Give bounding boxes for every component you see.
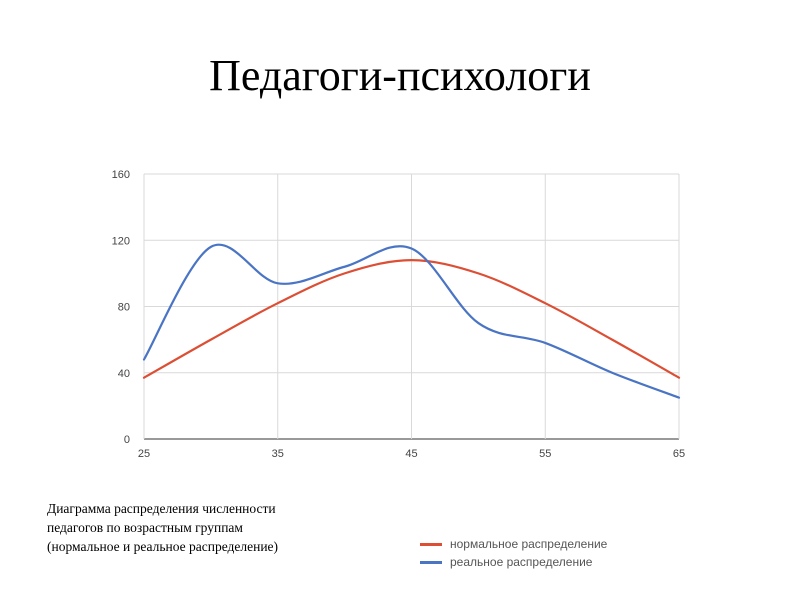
legend-item-normal: нормальное распределение bbox=[420, 535, 607, 553]
x-tick-label: 55 bbox=[539, 448, 551, 460]
grid-lines bbox=[143, 173, 680, 440]
x-tick-label: 25 bbox=[138, 448, 150, 460]
x-tick-label: 45 bbox=[405, 448, 417, 460]
y-tick-label: 120 bbox=[112, 235, 130, 247]
caption-line: педагогов по возрастным группам bbox=[47, 520, 243, 535]
x-tick-label: 35 bbox=[272, 448, 284, 460]
x-tick-label: 65 bbox=[673, 448, 685, 460]
chart-legend: нормальное распределение реальное распре… bbox=[420, 535, 607, 571]
legend-swatch bbox=[420, 542, 442, 546]
chart-caption: Диаграмма распределения численности педа… bbox=[47, 499, 337, 556]
y-tick-label: 160 bbox=[112, 169, 130, 181]
series-line-normal bbox=[142, 259, 681, 379]
caption-line: (нормальное и реальное распределение) bbox=[47, 539, 279, 554]
legend-label: реальное распределение bbox=[450, 555, 593, 569]
y-tick-label: 80 bbox=[118, 302, 130, 314]
legend-item-real: реальное распределение bbox=[420, 553, 607, 571]
tick-labels: 0 40 80 120 160 25 35 45 55 65 bbox=[112, 169, 685, 460]
legend-label: нормальное распределение bbox=[450, 537, 608, 551]
page-title: Педагоги-психологи bbox=[209, 51, 591, 100]
series-line-real bbox=[142, 243, 681, 399]
legend-swatch bbox=[420, 560, 442, 564]
y-tick-label: 40 bbox=[118, 368, 130, 380]
caption-line: Диаграмма распределения численности bbox=[47, 501, 276, 516]
series-lines bbox=[142, 243, 681, 399]
y-tick-label: 0 bbox=[124, 434, 130, 446]
